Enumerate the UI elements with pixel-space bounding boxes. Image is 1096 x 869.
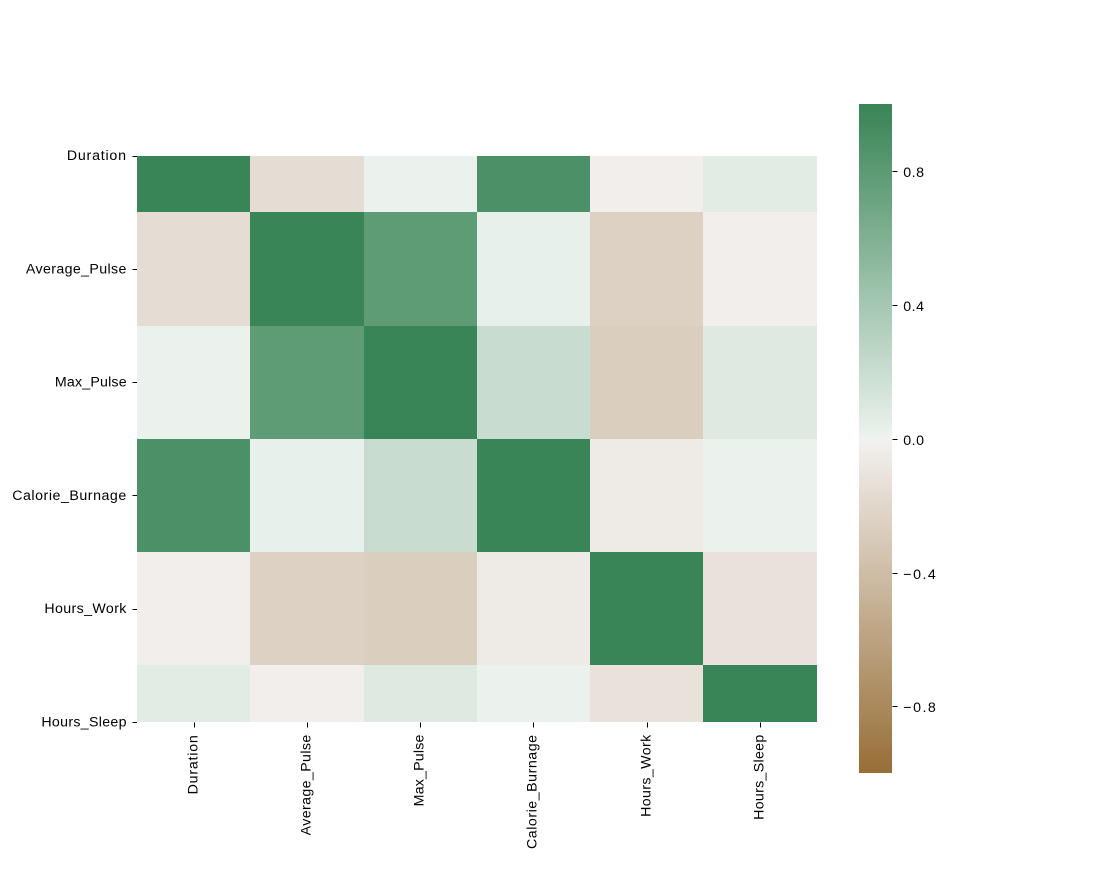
svg-text:Average_Pulse: Average_Pulse — [26, 261, 127, 277]
svg-text:Calorie_Burnage: Calorie_Burnage — [12, 488, 127, 504]
svg-text:Duration: Duration — [186, 734, 202, 794]
svg-text:Calorie_Burnage: Calorie_Burnage — [525, 734, 541, 849]
svg-text:−0.8: −0.8 — [903, 700, 937, 716]
svg-text:Hours_Work: Hours_Work — [44, 601, 127, 617]
svg-text:0.0: 0.0 — [903, 433, 924, 449]
svg-text:0.8: 0.8 — [903, 165, 924, 181]
svg-text:Max_Pulse: Max_Pulse — [55, 375, 127, 391]
svg-text:0.4: 0.4 — [903, 299, 924, 315]
svg-text:Hours_Sleep: Hours_Sleep — [41, 714, 126, 730]
svg-text:Average_Pulse: Average_Pulse — [299, 734, 315, 835]
svg-text:−0.4: −0.4 — [903, 567, 937, 583]
svg-text:Hours_Work: Hours_Work — [639, 734, 655, 817]
svg-text:Duration: Duration — [67, 148, 127, 164]
svg-text:Hours_Sleep: Hours_Sleep — [752, 734, 768, 819]
svg-text:Max_Pulse: Max_Pulse — [412, 734, 428, 806]
